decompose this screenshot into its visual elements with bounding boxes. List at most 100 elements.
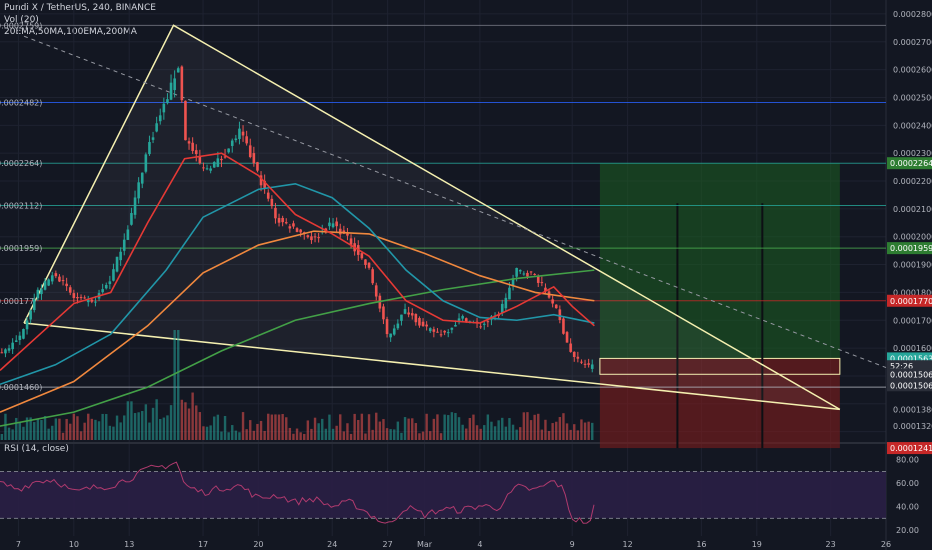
candle-body: [310, 236, 313, 241]
candle-body: [14, 340, 18, 342]
candle-body: [562, 318, 565, 334]
volume-bar: [195, 405, 198, 440]
volume-bar: [119, 422, 122, 440]
volume-bar: [144, 404, 148, 440]
candle-body: [112, 269, 115, 281]
volume-bar: [43, 416, 47, 440]
rsi-tick: 20.00: [896, 526, 919, 535]
volume-bar: [223, 415, 227, 440]
candle-body: [234, 138, 238, 141]
candle-body: [101, 289, 104, 293]
candle-body: [184, 100, 187, 141]
price-tag-label: 0.0001241: [890, 444, 932, 453]
volume-bar: [234, 430, 238, 440]
level-label: 0.0002112): [0, 202, 42, 211]
volume-bar: [501, 417, 504, 440]
volume-bar: [205, 426, 209, 440]
candle-body: [558, 309, 562, 320]
candle-body: [410, 313, 414, 316]
volume-bar: [418, 433, 421, 440]
candle-body: [292, 223, 295, 227]
stop-zone: [599, 358, 840, 449]
candle-body: [94, 301, 97, 303]
price-tag: [887, 379, 932, 392]
candle-body: [360, 253, 364, 259]
volume-bar: [180, 399, 184, 440]
volume-bar: [25, 417, 29, 440]
volume-bar: [393, 429, 396, 440]
candle-body: [464, 318, 468, 323]
volume-bar: [465, 428, 468, 440]
volume-bar: [101, 413, 104, 440]
candle-body: [270, 198, 274, 207]
volume-bar: [285, 417, 288, 440]
volume-bar: [79, 431, 83, 440]
candle-body: [407, 312, 410, 315]
volume-bar: [335, 425, 338, 440]
volume-bar: [187, 408, 191, 440]
volume-bar: [475, 425, 479, 440]
volume-bar: [349, 433, 353, 440]
candle-body: [162, 103, 166, 113]
candle-body: [346, 233, 349, 236]
candle-body: [335, 221, 338, 227]
level-label: 0.0002482): [0, 98, 42, 107]
candle-body: [144, 154, 148, 172]
price-tag-label: 0.0001563: [890, 354, 932, 363]
volume-bar: [141, 411, 144, 440]
price-tick: 0.0001900: [893, 261, 932, 270]
x-tick: 17: [198, 540, 208, 549]
volume-bar: [7, 427, 11, 440]
volume-bar: [483, 425, 486, 440]
candle-body: [72, 293, 76, 299]
candle-body: [540, 282, 544, 284]
volume-bar: [526, 412, 529, 440]
price-tag-label: 0.0001959: [890, 244, 932, 253]
candle-body: [176, 68, 180, 73]
volume-bar: [486, 414, 490, 440]
dashed-trendline: [23, 35, 887, 369]
volume-bar: [587, 421, 590, 440]
price-tag: [887, 157, 932, 170]
volume-bar: [479, 428, 482, 440]
volume-bar: [573, 424, 576, 440]
candle-body: [569, 343, 572, 352]
candle-body: [252, 153, 256, 164]
price-tag: [887, 294, 932, 307]
volume-bar: [551, 423, 554, 440]
candle-body: [43, 281, 47, 290]
x-tick: 19: [752, 540, 762, 549]
candle-body: [544, 287, 547, 292]
x-tick: Mar: [417, 540, 433, 549]
candle-body: [90, 299, 94, 302]
candle-body: [461, 316, 464, 319]
volume-bar: [511, 424, 515, 440]
candle-body: [554, 304, 558, 309]
volume-bar: [281, 414, 284, 440]
candle-body: [238, 128, 241, 140]
volume-bar: [382, 419, 385, 440]
candle-body: [65, 283, 68, 287]
candle-body: [230, 140, 234, 146]
volume-bar: [378, 421, 382, 440]
x-tick: 24: [327, 540, 337, 549]
candle-body: [274, 207, 277, 219]
volume-bar: [497, 420, 500, 440]
candle-body: [216, 158, 220, 167]
candle-body: [50, 275, 54, 282]
volume-bar: [123, 415, 126, 440]
candle-body: [198, 155, 202, 164]
level-label: 0.0001460): [0, 383, 42, 392]
price-tick: 0.0002600: [893, 66, 932, 75]
candle-body: [508, 287, 511, 300]
volume-bar: [177, 330, 180, 440]
volume-bar: [583, 422, 587, 440]
volume-bar: [371, 429, 374, 440]
rsi-line: [0, 461, 595, 524]
candle-body: [0, 352, 4, 354]
entry-box: [599, 357, 841, 375]
candle-body: [511, 278, 515, 286]
volume-bar: [209, 425, 212, 440]
candle-body: [259, 175, 263, 186]
